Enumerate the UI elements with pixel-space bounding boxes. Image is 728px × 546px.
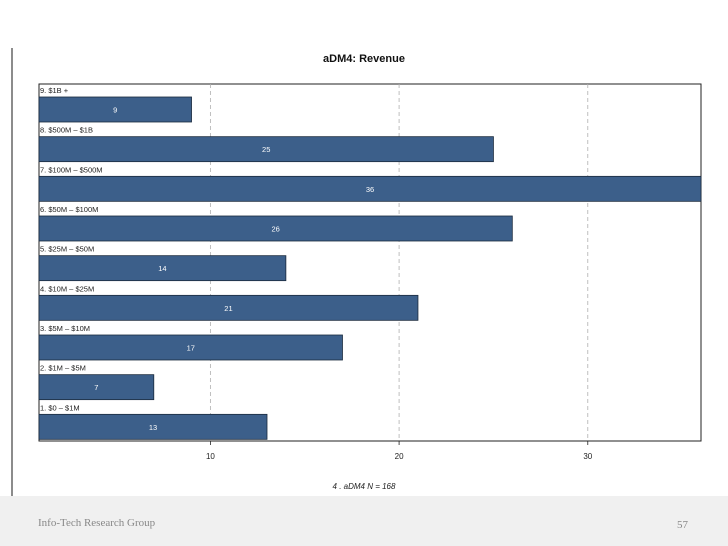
category-label: 3. $5M – $10M <box>40 324 90 333</box>
category-label: 4. $10M – $25M <box>40 284 94 293</box>
chart-caption: 4 . aDM4 N = 168 <box>332 482 396 491</box>
bar <box>38 294 419 321</box>
page-number: 57 <box>677 519 688 531</box>
chart-title: aDM4: Revenue <box>323 53 405 65</box>
x-tick-label: 20 <box>395 452 404 461</box>
data-label: 36 <box>366 185 374 194</box>
category-label: 6. $50M – $100M <box>40 205 98 214</box>
category-label: 5. $25M – $50M <box>40 245 94 254</box>
category-label: 8. $500M – $1B <box>40 126 93 135</box>
data-label: 7 <box>94 383 98 392</box>
bar <box>38 413 268 440</box>
category-label: 1. $0 – $1M <box>40 403 80 412</box>
data-label: 17 <box>187 344 195 353</box>
data-label: 21 <box>224 304 232 313</box>
data-label: 9 <box>113 106 117 115</box>
category-label: 2. $1M – $5M <box>40 364 86 373</box>
data-label: 25 <box>262 145 270 154</box>
data-label: 13 <box>149 423 157 432</box>
bar <box>38 334 343 361</box>
category-label: 9. $1B + <box>40 86 69 95</box>
footer-company: Info-Tech Research Group <box>38 517 156 529</box>
bar <box>38 136 494 163</box>
bar <box>38 255 287 282</box>
data-label: 26 <box>271 225 279 234</box>
bar <box>38 374 155 401</box>
x-tick-label: 30 <box>583 452 592 461</box>
bar <box>38 96 192 123</box>
data-label: 14 <box>158 264 166 273</box>
slide-left-rule <box>11 48 13 496</box>
bar <box>38 215 513 242</box>
x-tick-label: 10 <box>206 452 215 461</box>
slide-footer-band <box>0 496 728 546</box>
category-label: 7. $100M – $500M <box>40 165 103 174</box>
bar <box>38 175 702 202</box>
